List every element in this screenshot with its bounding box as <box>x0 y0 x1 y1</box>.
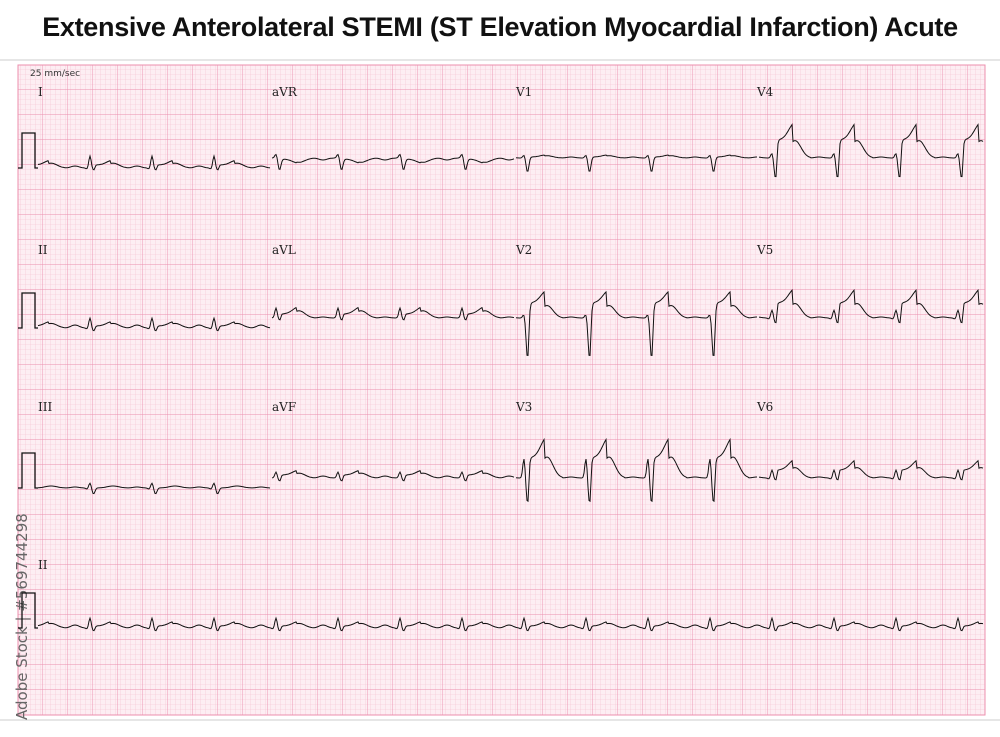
lead-label: II <box>38 558 48 572</box>
calibration-pulse <box>18 452 38 489</box>
ecg-trace <box>515 437 757 503</box>
lead-label: V6 <box>756 400 773 414</box>
calibration-pulse <box>18 592 38 629</box>
grid <box>17 64 986 716</box>
lead-label: II <box>38 243 48 257</box>
ecg-trace <box>758 288 984 324</box>
lead-label: I <box>38 85 43 99</box>
calibration-pulse <box>18 132 38 169</box>
lead-label: aVR <box>272 85 298 99</box>
ecg-trace <box>758 459 984 481</box>
ecg-trace <box>271 153 515 170</box>
lead-label: V5 <box>756 243 773 257</box>
ecg-trace <box>271 306 515 321</box>
title: Extensive Anterolateral STEMI (ST Elevat… <box>42 12 958 42</box>
lead-label: V1 <box>515 85 532 99</box>
speed: 25 mm/sec <box>30 69 80 79</box>
ecg-trace <box>37 316 271 332</box>
ecg-trace <box>37 154 271 171</box>
ecg-trace <box>37 616 984 632</box>
lead-label: V4 <box>756 85 774 99</box>
lead-label: V3 <box>515 400 532 414</box>
lead-label: aVL <box>272 243 296 257</box>
ecg-trace <box>37 482 271 495</box>
ecg-trace <box>271 470 515 482</box>
lead-label: aVF <box>272 400 296 414</box>
calibration-pulse <box>18 292 38 329</box>
lead-label: V2 <box>515 243 532 257</box>
ecg-trace <box>515 154 757 172</box>
ecg-trace <box>515 290 757 356</box>
ecg-trace <box>758 123 984 178</box>
lead-label: III <box>38 400 52 414</box>
